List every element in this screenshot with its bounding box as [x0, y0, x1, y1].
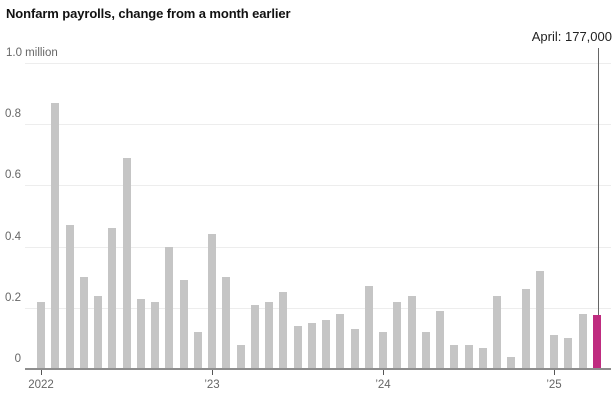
bar: [521, 289, 530, 369]
x-axis-tick-label: ’23: [204, 379, 220, 391]
bar: [65, 225, 74, 369]
x-axis-tick: [554, 370, 555, 375]
bar: [51, 103, 60, 369]
bar: [136, 299, 145, 369]
y-gridline: [25, 307, 611, 309]
bar: [578, 314, 587, 369]
bar: [37, 302, 45, 369]
x-axis-tick-label: ’25: [546, 379, 562, 391]
x-axis-baseline: [25, 368, 611, 370]
bar: [250, 305, 259, 369]
x-axis-tick-label: ’24: [375, 379, 391, 391]
bar: [236, 345, 245, 369]
annotation-callout-line: [597, 48, 599, 315]
bar: [122, 158, 131, 369]
bar: [208, 234, 216, 369]
bar: [421, 332, 430, 369]
y-gridline: [25, 124, 611, 126]
bar: [507, 357, 516, 369]
bar: [450, 345, 459, 369]
bar: [293, 326, 302, 369]
chart-title: Nonfarm payrolls, change from a month ea…: [6, 6, 291, 21]
bar: [550, 335, 558, 369]
x-axis-tick: [41, 370, 42, 375]
bar: [179, 280, 188, 369]
y-axis-tick-label: 0.4: [5, 230, 21, 243]
y-axis-tick-label: 0.6: [5, 169, 21, 182]
bar-april-2025: [592, 315, 601, 369]
bar: [493, 296, 501, 369]
bar: [79, 277, 88, 369]
y-axis-tick-label: 0: [14, 353, 21, 365]
bar: [393, 302, 402, 369]
y-gridline: [25, 246, 611, 248]
y-axis-tick-label: 1.0 million: [6, 47, 58, 59]
bar: [535, 271, 544, 369]
bar: [336, 314, 345, 369]
bar: [379, 332, 387, 369]
bar: [564, 338, 573, 369]
bar: [94, 296, 102, 369]
bar: [222, 277, 231, 369]
bar: [407, 296, 416, 369]
april-annotation-label: April: 177,000: [531, 29, 612, 44]
bar: [151, 302, 159, 369]
x-axis-tick: [212, 370, 213, 375]
y-axis-tick-label: 0.2: [5, 291, 21, 304]
x-axis-tick-label: 2022: [28, 379, 54, 391]
bar: [193, 332, 202, 369]
y-gridline: [25, 63, 611, 64]
bar: [108, 228, 117, 369]
x-axis-tick: [383, 370, 384, 375]
bar: [307, 323, 316, 369]
bar: [265, 302, 273, 369]
bar: [322, 320, 330, 369]
bar: [279, 292, 288, 369]
y-axis-tick-label: 0.8: [5, 108, 21, 121]
bar: [165, 247, 174, 369]
bar: [364, 286, 373, 369]
y-gridline: [25, 185, 611, 187]
bar: [478, 348, 487, 369]
bar: [464, 345, 473, 369]
bar: [436, 311, 444, 369]
bar: [350, 329, 359, 369]
